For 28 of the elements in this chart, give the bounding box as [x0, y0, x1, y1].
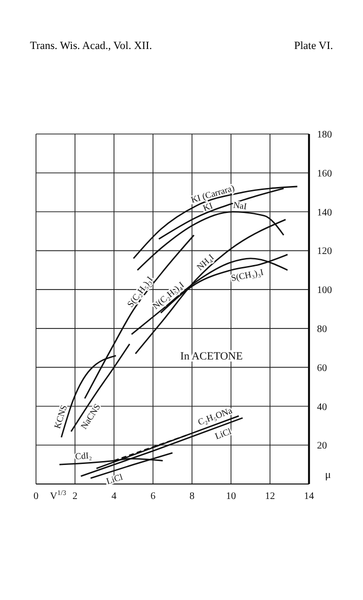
- x-axis-title: V$^{1/3}$: [50, 489, 67, 502]
- y-tick-label: 180: [317, 130, 332, 141]
- x-tick-label: 4: [112, 491, 116, 502]
- y-tick-label: 60: [317, 362, 327, 374]
- x-tick-label: 8: [190, 491, 194, 502]
- text: KI: [202, 200, 214, 214]
- x-tick-label: 6: [150, 491, 156, 502]
- text: Plate VI.: [294, 40, 333, 52]
- x-tick-label: 0: [34, 491, 38, 502]
- x-tick-label: 12: [265, 491, 275, 502]
- text: LiCl: [214, 426, 233, 442]
- x-tick-label: 10: [226, 491, 236, 502]
- y-tick-label: 80: [317, 324, 327, 335]
- chart-title: Trans. Wis. Acad., Vol. XII.: [30, 40, 152, 52]
- y-tick-label: 120: [317, 246, 332, 258]
- y-tick-label: 160: [317, 168, 332, 180]
- y-axis-title: μ: [325, 469, 331, 481]
- y-tick-label: 140: [317, 207, 332, 218]
- y-tick-label: 40: [317, 402, 327, 413]
- text: NaI: [232, 200, 248, 212]
- y-tick-label: 100: [317, 285, 332, 296]
- text: S(CH₃)₃I: [230, 266, 264, 284]
- x-tick-label: 14: [304, 491, 314, 502]
- y-tick-label: 20: [317, 440, 327, 452]
- text: LiCl: [105, 472, 124, 486]
- series-label: CdI₂: [74, 450, 92, 462]
- text: KCNS: [52, 404, 69, 430]
- x-tick-label: 2: [72, 491, 78, 502]
